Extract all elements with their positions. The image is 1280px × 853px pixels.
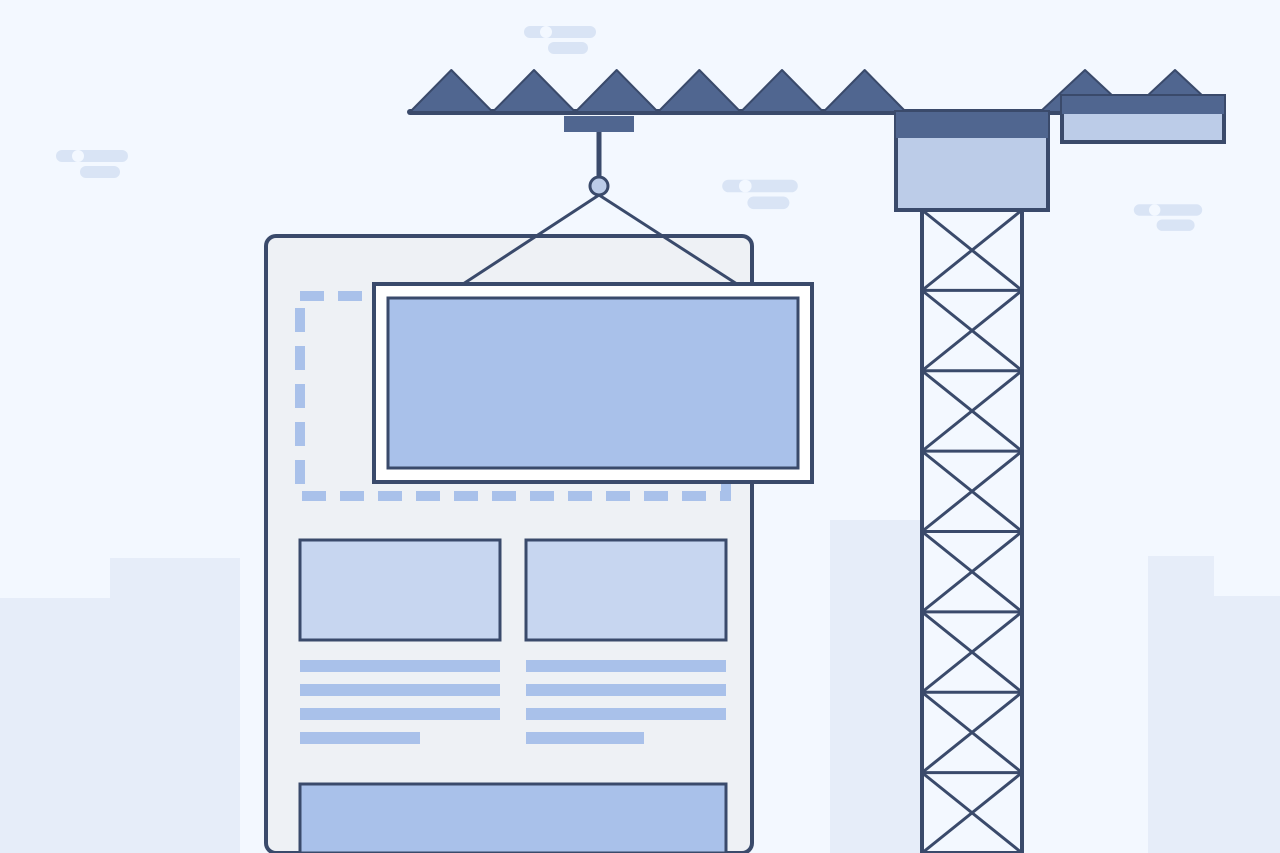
column-2-image-box [526,540,726,640]
column-2-text-line-2 [526,684,726,696]
column-1-text-line-3 [300,708,500,720]
hero-block [374,284,812,482]
crane-tower [922,210,1022,853]
column-1-text-line-2 [300,684,500,696]
column-2-text-line-1 [526,660,726,672]
column-2-text-line-4 [526,732,644,744]
column-1-image-box [300,540,500,640]
under-construction-illustration [0,0,1280,853]
column-1-text-line-4 [300,732,420,744]
column-1-text-line-1 [300,660,500,672]
hook-ball-icon [590,177,608,195]
footer-box [300,784,726,853]
column-2-text-line-3 [526,708,726,720]
crane-trolley [564,116,634,132]
